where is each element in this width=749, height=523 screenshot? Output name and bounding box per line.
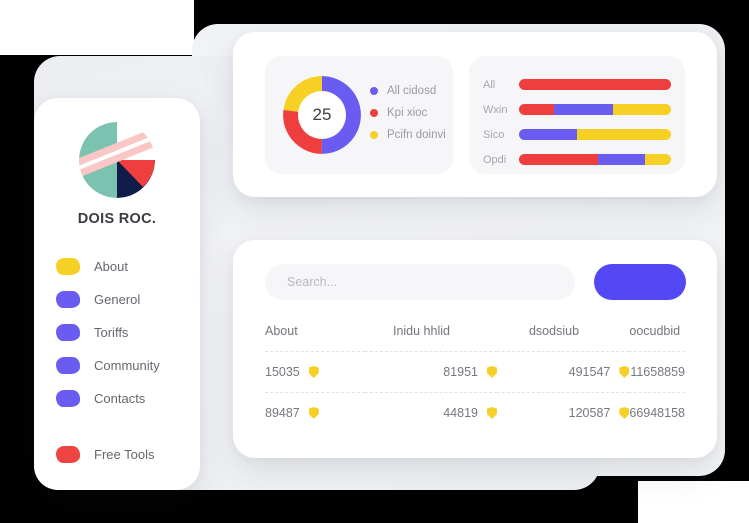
table-cell-oocudbid: 11658859: [629, 351, 685, 393]
sidebar-item-label: Free Tools: [94, 447, 155, 462]
blob-icon: [56, 258, 80, 275]
bar-track: [519, 154, 671, 165]
sidebar-item-label: Toriffs: [94, 325, 129, 340]
stacked-bar-chart: All Wxin Sico: [483, 72, 671, 172]
shield-icon: [486, 366, 497, 378]
legend-label: Pcifn doinvi: [387, 129, 446, 141]
bar-segment-yellow: [576, 129, 671, 140]
shield-icon: [308, 366, 319, 378]
donut-chart-panel: 25 All cidosd Kpi xioc Pcifn doinvi: [265, 56, 453, 174]
bar-segment-red: [519, 79, 671, 90]
bar-category-label: Sico: [483, 128, 505, 141]
legend-label: All cidosd: [387, 85, 437, 97]
bar-category-label: Wxin: [483, 103, 508, 116]
bar-segment-yellow: [645, 154, 671, 165]
table-cell-dsodsiub: 491547: [496, 351, 630, 393]
table-cell-about: 89487: [265, 392, 365, 433]
bar-row: Wxin: [483, 97, 671, 122]
cell-value: 81951: [443, 365, 478, 379]
blob-icon: [56, 446, 80, 463]
sidebar-item-label: Generol: [94, 292, 141, 307]
sidebar-item-community[interactable]: Community: [56, 349, 190, 382]
bar-track: [519, 129, 671, 140]
bar-segment-yellow: [613, 104, 671, 115]
table-cell-about: 15035: [265, 351, 365, 393]
legend-dot-icon: [370, 131, 378, 139]
bar-row: Opdi: [483, 147, 671, 172]
shield-icon: [486, 407, 497, 419]
table-cell-dsodsiub: 120587: [496, 392, 630, 433]
blob-icon: [56, 291, 80, 308]
shield-icon: [308, 407, 319, 419]
legend-label: Kpi xioc: [387, 107, 428, 119]
brand-logo-icon: [77, 120, 157, 200]
donut-center-value: 25: [298, 91, 346, 139]
cell-value: 89487: [265, 406, 300, 420]
sidebar-item-free-tools[interactable]: Free Tools: [56, 438, 190, 471]
bar-track: [519, 104, 671, 115]
shield-icon: [619, 366, 630, 378]
search-input[interactable]: [265, 264, 575, 300]
column-header-dsodsiub[interactable]: dsodsiub: [528, 324, 580, 338]
bar-segment-purple: [598, 154, 646, 165]
cell-value: 15035: [265, 365, 300, 379]
bar-category-label: All: [483, 78, 496, 91]
blob-icon: [56, 357, 80, 374]
table-card: About Inidu hhlid dsodsiub oocudbid 1503…: [233, 240, 717, 458]
legend-item: Kpi xioc: [370, 102, 446, 124]
donut-chart: 25: [282, 75, 362, 155]
charts-card: 25 All cidosd Kpi xioc Pcifn doinvi: [233, 32, 717, 197]
sidebar-card: DOIS ROC. About Generol Toriffs Communit…: [34, 98, 200, 490]
legend-dot-icon: [370, 109, 378, 117]
bar-track: [519, 79, 671, 90]
table-cell-inidu: 81951: [364, 351, 497, 393]
bar-category-label: Opdi: [483, 153, 507, 166]
sidebar-item-label: Contacts: [94, 391, 146, 406]
sidebar-item-about[interactable]: About: [56, 250, 190, 283]
bar-segment-purple: [553, 104, 614, 115]
background-cutout-bottom-right: [638, 481, 749, 523]
table-cell-oocudbid: 66948158: [629, 392, 685, 433]
bar-segment-red: [519, 154, 599, 165]
sidebar-item-contacts[interactable]: Contacts: [56, 382, 190, 415]
blob-icon: [56, 390, 80, 407]
brand-name: DOIS ROC.: [77, 211, 157, 227]
sidebar-nav: About Generol Toriffs Community Contacts…: [56, 250, 190, 471]
sidebar-item-label: About: [94, 259, 128, 274]
sidebar-item-toriffs[interactable]: Toriffs: [56, 316, 190, 349]
bar-chart-panel: All Wxin Sico: [469, 56, 685, 174]
table-header-row: About Inidu hhlid dsodsiub oocudbid: [265, 324, 685, 352]
cell-value: 120587: [568, 406, 611, 420]
bar-segment-purple: [519, 129, 577, 140]
column-header-inidu[interactable]: Inidu hhlid: [392, 324, 450, 338]
bar-row: Sico: [483, 122, 671, 147]
search-button[interactable]: [594, 264, 686, 300]
blob-icon: [56, 324, 80, 341]
shield-icon: [619, 407, 630, 419]
cell-value: 44819: [443, 406, 478, 420]
table-row[interactable]: 15035 81951 491547: [265, 351, 685, 393]
bar-segment-red: [519, 104, 554, 115]
data-table: About Inidu hhlid dsodsiub oocudbid 1503…: [265, 324, 685, 433]
legend-item: Pcifn doinvi: [370, 124, 446, 146]
table-row[interactable]: 89487 44819 120587: [265, 392, 685, 433]
background-cutout-top-left: [0, 0, 194, 55]
donut-legend: All cidosd Kpi xioc Pcifn doinvi: [370, 80, 446, 146]
sidebar-item-label: Community: [94, 358, 160, 373]
legend-dot-icon: [370, 87, 378, 95]
legend-item: All cidosd: [370, 80, 446, 102]
bar-row: All: [483, 72, 671, 97]
column-header-about[interactable]: About: [265, 324, 298, 338]
sidebar-item-generol[interactable]: Generol: [56, 283, 190, 316]
cell-value: 491547: [568, 365, 611, 379]
table-cell-inidu: 44819: [364, 392, 497, 433]
column-header-oocudbid[interactable]: oocudbid: [629, 324, 681, 338]
